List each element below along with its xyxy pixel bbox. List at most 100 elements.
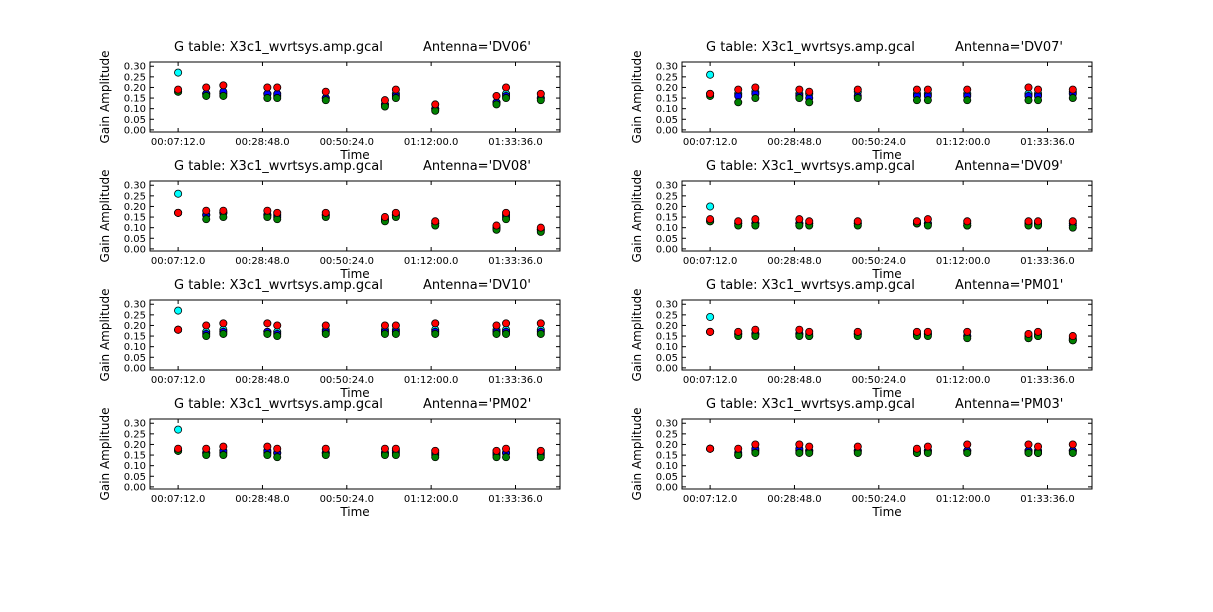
data-point-red bbox=[706, 89, 715, 98]
data-point-green bbox=[202, 332, 211, 341]
data-point-red bbox=[219, 81, 228, 90]
data-point-green bbox=[273, 332, 282, 341]
data-point-red bbox=[431, 217, 440, 226]
y-tick-label: 0.10 bbox=[656, 223, 678, 234]
data-point-red bbox=[174, 85, 183, 94]
y-tick-label: 0.25 bbox=[124, 429, 146, 440]
x-tick-label: 00:07:12.0 bbox=[151, 375, 205, 386]
data-point-cyan bbox=[174, 189, 183, 198]
x-tick-label: 00:28:48.0 bbox=[235, 256, 289, 267]
y-tick-label: 0.10 bbox=[124, 461, 146, 472]
x-tick-label: 01:33:36.0 bbox=[488, 494, 542, 505]
y-tick-label: 0.15 bbox=[656, 332, 678, 343]
data-point-cyan bbox=[174, 306, 183, 315]
subplot-title: G table: X3c1_wvrtsys.amp.gcal bbox=[174, 40, 383, 55]
x-tick-label: 00:50:24.0 bbox=[852, 375, 906, 386]
x-tick-label: 00:28:48.0 bbox=[767, 256, 821, 267]
x-tick-label: 01:33:36.0 bbox=[488, 137, 542, 148]
y-tick-label: 0.20 bbox=[124, 440, 146, 451]
data-point-red bbox=[923, 442, 932, 451]
y-tick-label: 0.30 bbox=[124, 419, 146, 430]
data-point-red bbox=[273, 444, 282, 453]
y-tick-label: 0.05 bbox=[656, 234, 678, 245]
y-tick-label: 0.25 bbox=[656, 310, 678, 321]
x-tick-label: 00:28:48.0 bbox=[767, 494, 821, 505]
data-point-red bbox=[263, 206, 272, 215]
data-point-red bbox=[502, 83, 511, 92]
data-point-red bbox=[751, 83, 760, 92]
data-point-red bbox=[492, 446, 501, 455]
x-tick-label: 01:12:00.0 bbox=[936, 256, 990, 267]
data-point-red bbox=[431, 319, 440, 328]
x-tick-label: 01:12:00.0 bbox=[404, 494, 458, 505]
data-point-red bbox=[853, 327, 862, 336]
data-point-red bbox=[734, 217, 743, 226]
y-tick-label: 0.15 bbox=[656, 451, 678, 462]
x-tick-label: 01:12:00.0 bbox=[404, 375, 458, 386]
data-point-red bbox=[706, 215, 715, 224]
data-point-cyan bbox=[174, 68, 183, 77]
data-point-red bbox=[273, 83, 282, 92]
data-point-red bbox=[795, 85, 804, 94]
data-point-red bbox=[751, 215, 760, 224]
x-tick-label: 01:12:00.0 bbox=[936, 137, 990, 148]
data-point-red bbox=[431, 446, 440, 455]
x-tick-label: 00:28:48.0 bbox=[767, 137, 821, 148]
data-point-red bbox=[923, 215, 932, 224]
y-tick-label: 0.10 bbox=[656, 342, 678, 353]
data-point-red bbox=[805, 442, 814, 451]
x-tick-label: 00:28:48.0 bbox=[767, 375, 821, 386]
data-point-red bbox=[202, 83, 211, 92]
data-point-red bbox=[923, 85, 932, 94]
plot-frame bbox=[681, 299, 1093, 371]
y-tick-label: 0.10 bbox=[124, 104, 146, 115]
y-tick-label: 0.20 bbox=[124, 202, 146, 213]
data-point-red bbox=[1024, 440, 1033, 449]
plot-frame bbox=[681, 418, 1093, 490]
data-point-green bbox=[1068, 94, 1077, 103]
y-tick-label: 0.10 bbox=[124, 342, 146, 353]
y-tick-label: 0.25 bbox=[656, 429, 678, 440]
plot-frame bbox=[149, 61, 561, 133]
x-tick-label: 00:07:12.0 bbox=[683, 137, 737, 148]
data-point-red bbox=[912, 217, 921, 226]
x-tick-label: 00:07:12.0 bbox=[151, 137, 205, 148]
data-point-green bbox=[391, 329, 400, 338]
data-point-green bbox=[219, 451, 228, 460]
data-point-red bbox=[795, 215, 804, 224]
y-axis-label: Gain Amplitude bbox=[98, 289, 112, 382]
y-axis-label: Gain Amplitude bbox=[630, 408, 644, 501]
data-point-cyan bbox=[706, 70, 715, 79]
x-tick-label: 00:50:24.0 bbox=[852, 494, 906, 505]
data-point-green bbox=[912, 96, 921, 105]
y-tick-label: 0.15 bbox=[124, 94, 146, 105]
y-tick-label: 0.30 bbox=[124, 181, 146, 192]
data-point-red bbox=[174, 325, 183, 334]
y-tick-label: 0.10 bbox=[656, 461, 678, 472]
y-tick-label: 0.00 bbox=[656, 482, 678, 493]
data-point-red bbox=[805, 217, 814, 226]
data-point-green bbox=[380, 329, 389, 338]
data-point-red bbox=[174, 444, 183, 453]
data-point-red bbox=[502, 208, 511, 217]
data-point-red bbox=[391, 208, 400, 217]
data-point-red bbox=[912, 327, 921, 336]
x-tick-label: 00:07:12.0 bbox=[151, 494, 205, 505]
y-axis-label: Gain Amplitude bbox=[630, 170, 644, 263]
y-tick-label: 0.10 bbox=[656, 104, 678, 115]
data-point-red bbox=[391, 444, 400, 453]
data-point-red bbox=[263, 83, 272, 92]
data-point-green bbox=[219, 329, 228, 338]
x-tick-label: 01:33:36.0 bbox=[1020, 494, 1074, 505]
data-point-green bbox=[502, 94, 511, 103]
data-point-red bbox=[853, 85, 862, 94]
data-point-red bbox=[263, 319, 272, 328]
data-point-red bbox=[912, 444, 921, 453]
data-point-green bbox=[273, 94, 282, 103]
x-tick-label: 00:28:48.0 bbox=[235, 375, 289, 386]
x-tick-label: 00:50:24.0 bbox=[852, 256, 906, 267]
y-tick-label: 0.30 bbox=[656, 300, 678, 311]
subplot-6: G table: X3c1_wvrtsys.amp.gcal Antenna='P… bbox=[98, 397, 561, 519]
data-point-green bbox=[734, 98, 743, 107]
data-point-red bbox=[431, 100, 440, 109]
